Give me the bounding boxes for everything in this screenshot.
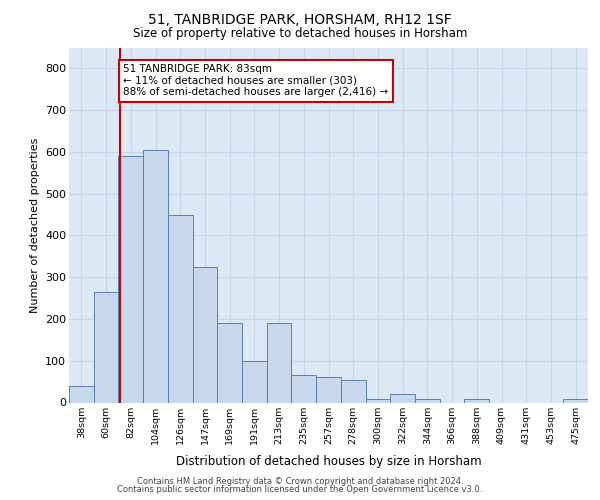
Bar — [365, 399, 390, 402]
Bar — [143, 150, 168, 403]
Bar — [563, 399, 588, 402]
Bar — [316, 378, 341, 402]
Bar — [168, 214, 193, 402]
Bar — [390, 394, 415, 402]
Bar — [415, 399, 440, 402]
Bar — [242, 360, 267, 403]
Text: 51 TANBRIDGE PARK: 83sqm
← 11% of detached houses are smaller (303)
88% of semi-: 51 TANBRIDGE PARK: 83sqm ← 11% of detach… — [124, 64, 388, 98]
Text: Contains HM Land Registry data © Crown copyright and database right 2024.: Contains HM Land Registry data © Crown c… — [137, 477, 463, 486]
Bar — [464, 399, 489, 402]
Bar — [118, 156, 143, 402]
Text: Contains public sector information licensed under the Open Government Licence v3: Contains public sector information licen… — [118, 485, 482, 494]
Bar — [69, 386, 94, 402]
Bar — [292, 376, 316, 402]
Bar — [94, 292, 118, 403]
Text: Size of property relative to detached houses in Horsham: Size of property relative to detached ho… — [133, 28, 467, 40]
Y-axis label: Number of detached properties: Number of detached properties — [29, 138, 40, 312]
X-axis label: Distribution of detached houses by size in Horsham: Distribution of detached houses by size … — [176, 455, 481, 468]
Bar — [193, 267, 217, 402]
Bar — [267, 323, 292, 402]
Bar — [217, 323, 242, 402]
Text: 51, TANBRIDGE PARK, HORSHAM, RH12 1SF: 51, TANBRIDGE PARK, HORSHAM, RH12 1SF — [148, 12, 452, 26]
Bar — [341, 380, 365, 402]
